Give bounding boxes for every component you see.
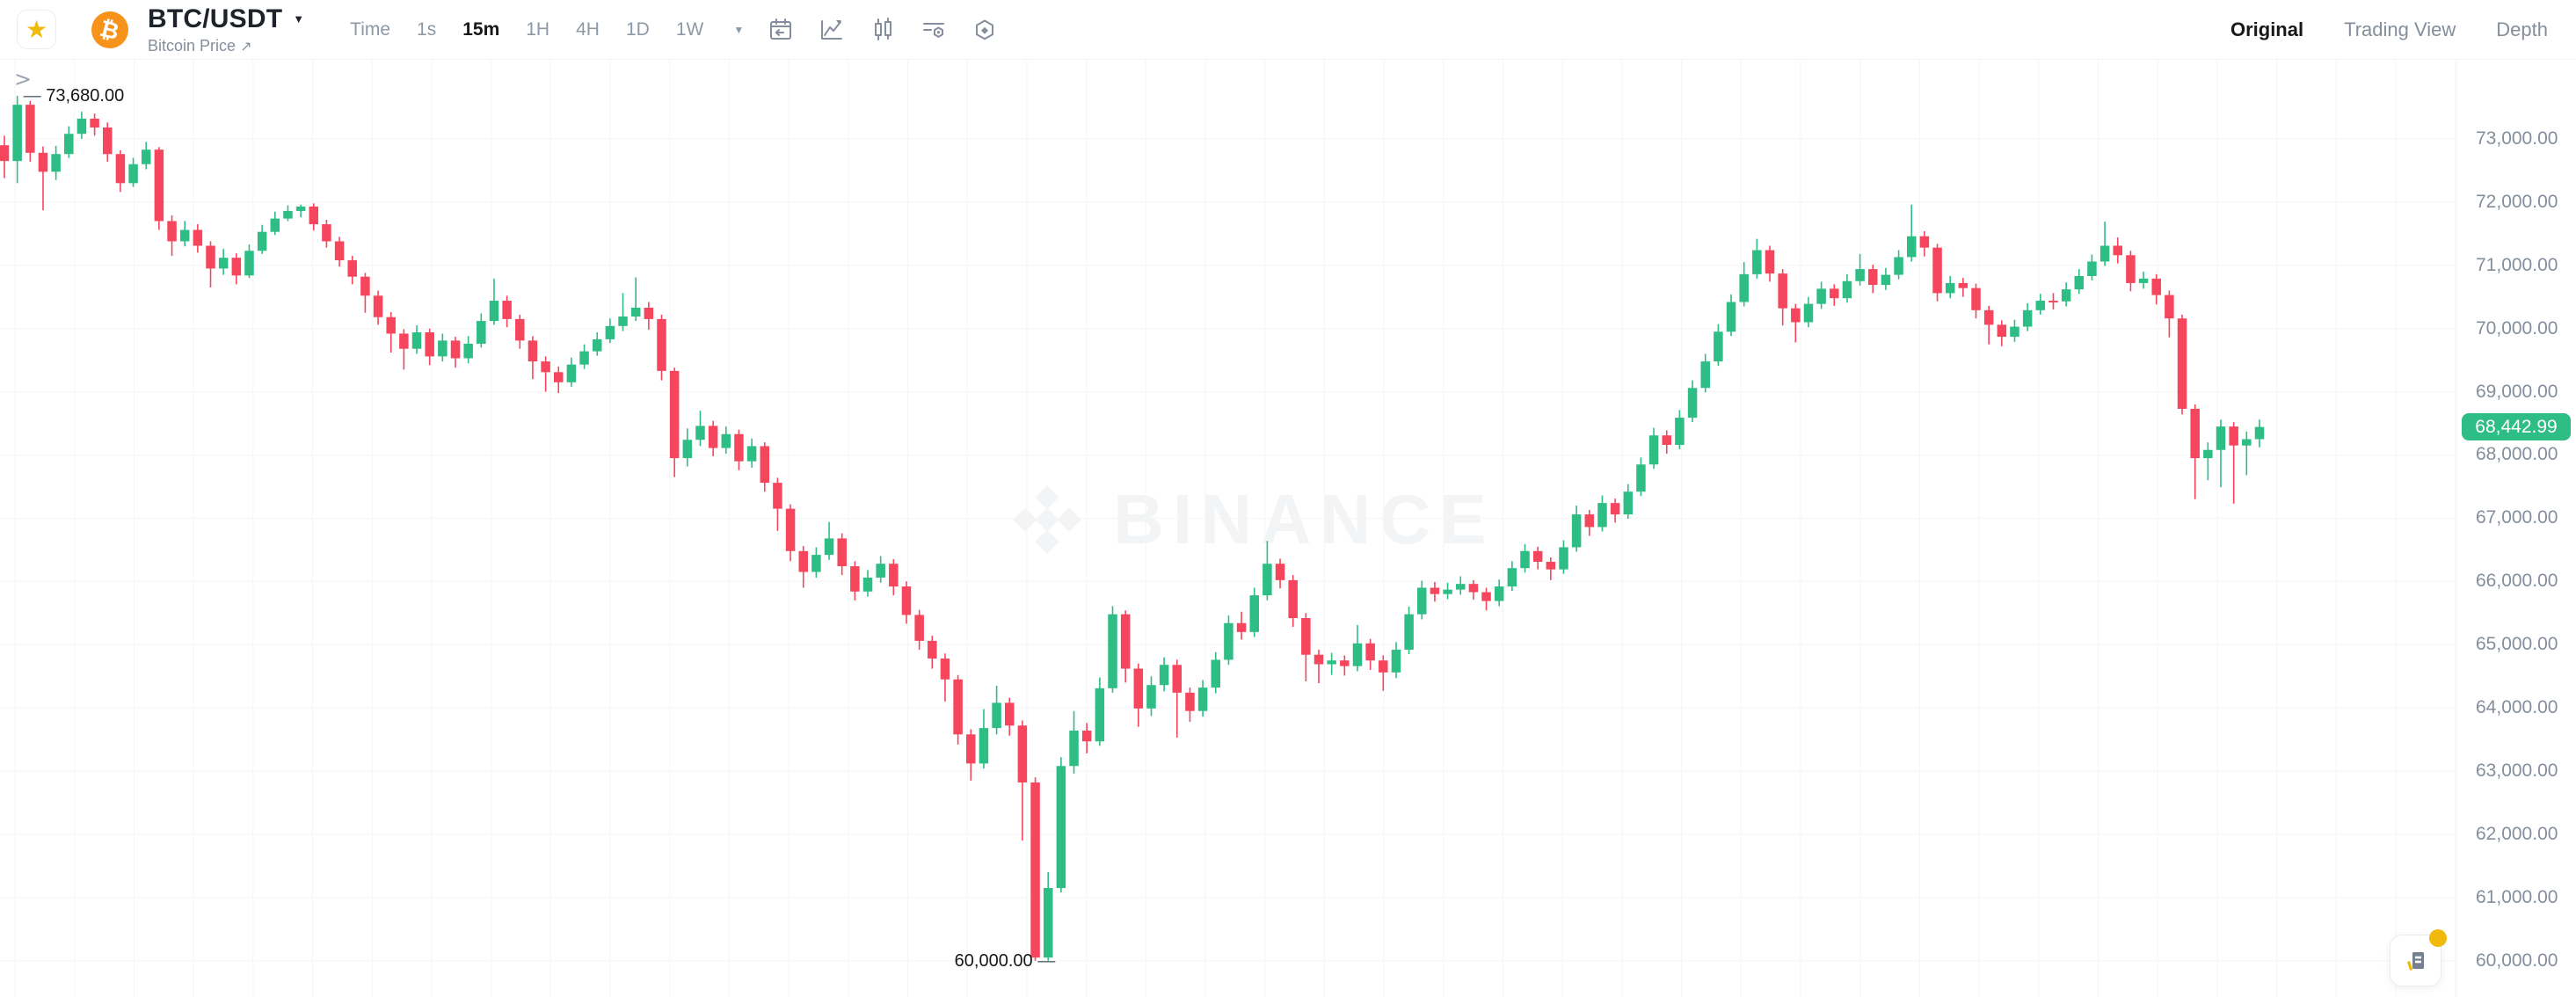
watermark-text: BINANCE (1113, 480, 1495, 558)
tab-original[interactable]: Original (2230, 18, 2304, 40)
price-tick-label: 73,000.00 (2476, 127, 2558, 149)
bitcoin-logo: ₿ (91, 11, 128, 48)
price-tick-label: 72,000.00 (2476, 191, 2558, 212)
view-mode-tabs: Original Trading View Depth (2230, 18, 2548, 41)
chart-header: ★ ₿ BTC/USDT ▼ Bitcoin Price ↗ Time 1s 1… (0, 0, 2576, 60)
external-link-icon: ↗ (240, 39, 252, 55)
interval-1h[interactable]: 1H (526, 18, 550, 40)
price-tick-label: 61,000.00 (2476, 886, 2558, 907)
price-tick-label: 63,000.00 (2476, 760, 2558, 781)
interval-1s[interactable]: 1s (417, 18, 437, 40)
price-tick-label: 65,000.00 (2476, 634, 2558, 655)
session-high-annotation: — 73,680.00 (24, 85, 125, 106)
star-icon: ★ (25, 15, 48, 43)
panel-expand-icon[interactable]: > (14, 67, 33, 91)
interval-more-caret-icon[interactable]: ▼ (733, 23, 745, 36)
price-tick-label: 60,000.00 (2476, 950, 2558, 971)
price-tick-label: 64,000.00 (2476, 697, 2558, 718)
price-tick-label: 62,000.00 (2476, 823, 2558, 844)
price-tick-label: 67,000.00 (2476, 507, 2558, 528)
indicators-icon[interactable] (920, 16, 948, 44)
high-marker-dash: — (23, 86, 41, 106)
interval-15m[interactable]: 15m (462, 18, 500, 40)
last-price-badge: 68,442.99 (2462, 413, 2571, 441)
binance-logo-icon (1013, 485, 1081, 554)
session-low-value: 60,000.00 (954, 950, 1033, 971)
btc-icon: ₿ (98, 14, 122, 45)
price-tick-label: 70,000.00 (2476, 317, 2558, 338)
interval-toolbar: Time 1s 15m 1H 4H 1D 1W ▼ (350, 16, 1022, 44)
low-marker-dash: — (1037, 950, 1056, 971)
binance-watermark: BINANCE (1008, 480, 1495, 559)
symbol-selector[interactable]: BTC/USDT ▼ (148, 4, 304, 34)
price-axis[interactable]: 73,000.00 72,000.00 71,000.00 70,000.00 69,0… (2456, 59, 2576, 997)
chart-style-icon[interactable] (818, 16, 846, 44)
interval-1d[interactable]: 1D (625, 18, 650, 40)
settings-icon[interactable] (971, 16, 999, 44)
tab-depth[interactable]: Depth (2496, 18, 2548, 40)
calendar-icon[interactable] (767, 16, 795, 44)
chevron-down-icon: ▼ (293, 12, 305, 25)
collapsed-panel-button[interactable] (2390, 929, 2447, 986)
interval-4h[interactable]: 4H (576, 18, 600, 40)
price-tick-label: 68,000.00 (2476, 444, 2558, 465)
candlestick-icon[interactable] (869, 16, 897, 44)
time-label[interactable]: Time (350, 18, 391, 40)
session-low-annotation: 60,000.00 — (955, 950, 1056, 972)
notification-dot (2429, 929, 2447, 947)
price-tick-label: 69,000.00 (2476, 381, 2558, 402)
interval-1w[interactable]: 1W (675, 18, 704, 40)
session-high-value: 73,680.00 (46, 86, 125, 106)
symbol-title: BTC/USDT (148, 4, 283, 33)
price-tick-label: 66,000.00 (2476, 571, 2558, 592)
favorite-button[interactable]: ★ (17, 10, 56, 49)
news-panel-icon (2406, 951, 2424, 971)
symbol-subtitle-link[interactable]: Bitcoin Price ↗ (148, 37, 304, 55)
price-tick-label: 71,000.00 (2476, 254, 2558, 275)
tab-trading-view[interactable]: Trading View (2344, 18, 2456, 40)
subtitle-text: Bitcoin Price (148, 36, 236, 55)
